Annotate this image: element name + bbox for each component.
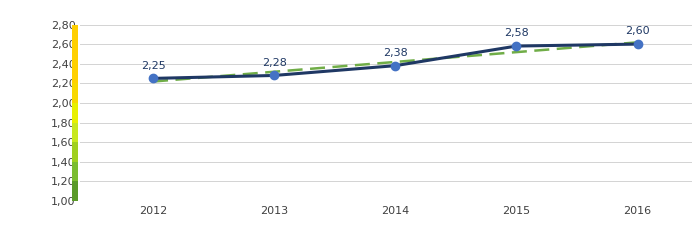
- Text: 2,28: 2,28: [261, 58, 287, 68]
- Legend: Average value of the current liquidity ratio (x) of TOP-1000: Average value of the current liquidity r…: [82, 244, 432, 245]
- Bar: [72, 44, 78, 64]
- Bar: [72, 181, 78, 201]
- Bar: [72, 24, 78, 44]
- Bar: [72, 162, 78, 181]
- Bar: [72, 103, 78, 122]
- Bar: [72, 142, 78, 162]
- Bar: [72, 122, 78, 142]
- Bar: [72, 83, 78, 103]
- Text: 2,25: 2,25: [140, 61, 166, 71]
- Text: 2,60: 2,60: [625, 26, 650, 36]
- Text: 2,38: 2,38: [383, 48, 408, 58]
- Text: 2,58: 2,58: [504, 28, 528, 38]
- Bar: [72, 64, 78, 83]
